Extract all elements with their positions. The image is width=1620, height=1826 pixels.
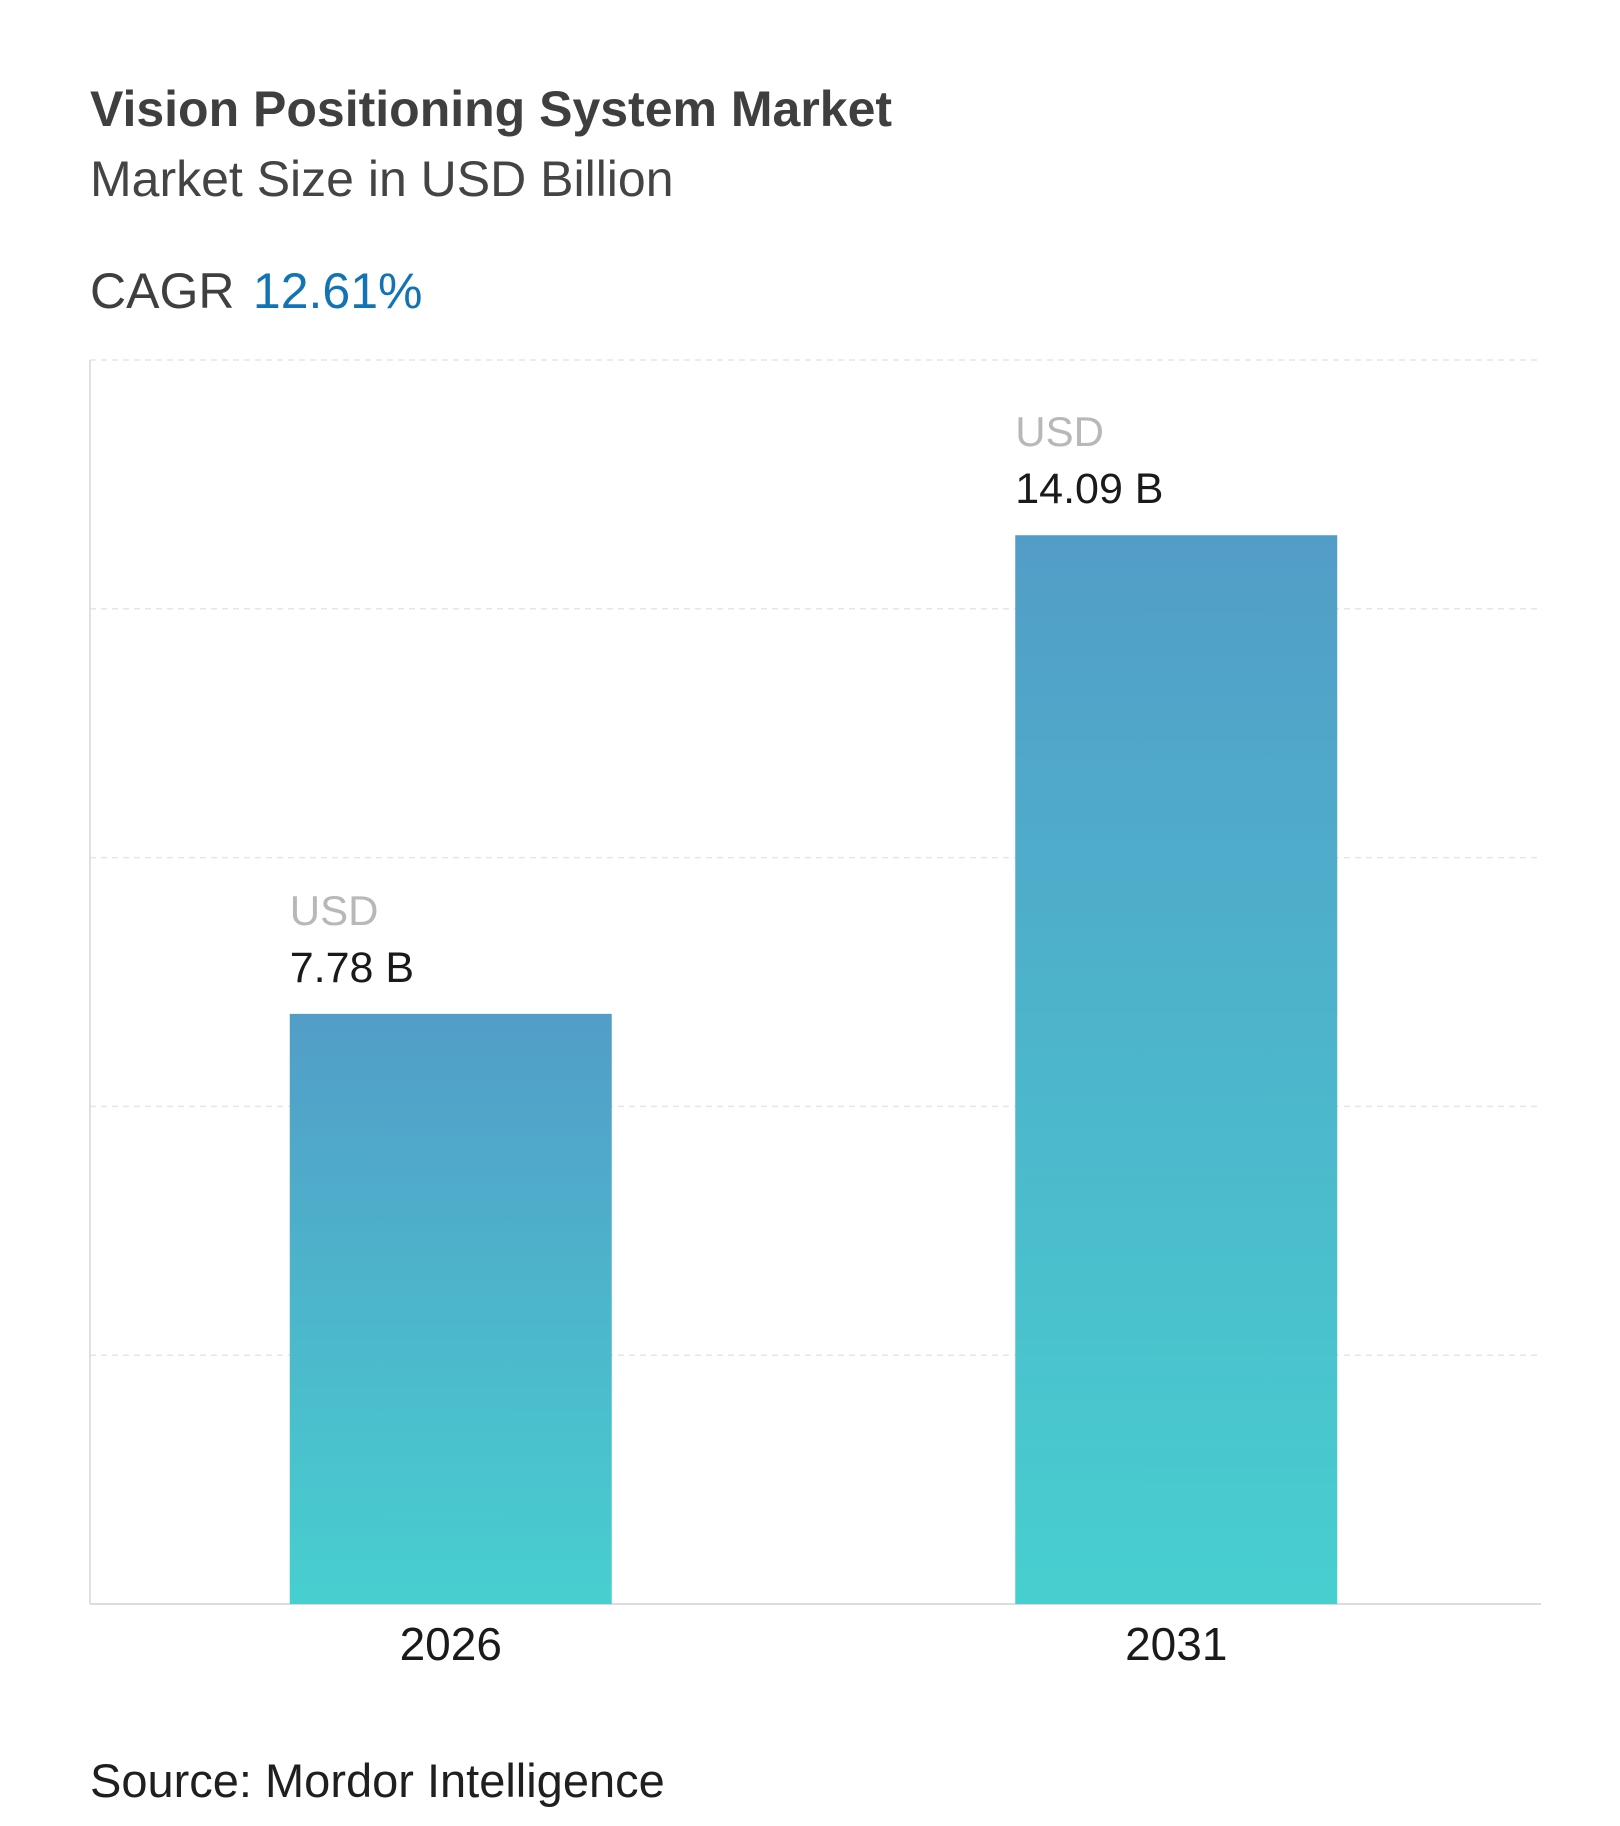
cagr-label: CAGR [90,263,234,319]
bar-value-label: 7.78 B [290,944,414,992]
cagr-line: CAGR 12.61% [90,263,423,319]
chart-subtitle: Market Size in USD Billion [90,151,674,207]
source-note: Source: Mordor Intelligence [90,1754,665,1807]
x-tick-label: 2031 [1125,1618,1227,1670]
bar-2026 [289,1013,612,1604]
cagr-value: 12.61% [253,263,423,319]
bar-value-prefix: USD [290,887,379,934]
chart-title: Vision Positioning System Market [90,81,892,137]
x-tick-label: 2026 [400,1618,502,1670]
bar-2031 [1015,535,1338,1604]
bar-value-label: 14.09 B [1015,465,1163,513]
bar-value-prefix: USD [1015,408,1104,455]
